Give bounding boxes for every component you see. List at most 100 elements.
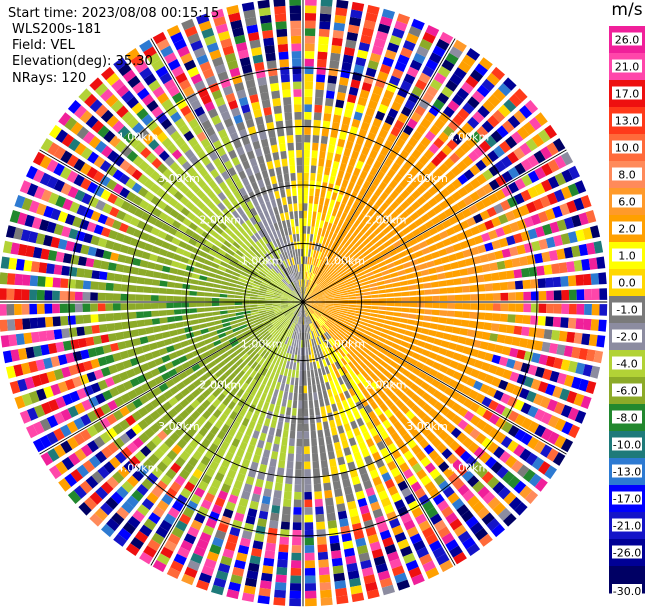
range-gate xyxy=(376,280,385,286)
range-gate xyxy=(164,156,175,167)
range-gate xyxy=(340,306,349,309)
range-gate xyxy=(326,340,332,348)
range-gate xyxy=(355,268,364,274)
range-gate xyxy=(310,369,315,378)
range-gate xyxy=(59,303,68,313)
range-gate xyxy=(93,436,106,449)
range-gate xyxy=(347,311,355,316)
range-gate xyxy=(337,236,344,245)
range-gate xyxy=(122,359,133,369)
range-gate xyxy=(384,339,393,347)
range-gate xyxy=(306,288,310,296)
range-gate xyxy=(266,273,274,280)
range-gate xyxy=(204,287,213,292)
range-gate xyxy=(334,370,341,379)
range-gate xyxy=(196,579,210,591)
range-gate xyxy=(372,476,383,487)
range-gate xyxy=(571,245,581,258)
range-gate xyxy=(473,446,486,459)
range-gate xyxy=(104,376,115,388)
range-gate xyxy=(367,275,376,281)
range-gate xyxy=(314,196,319,205)
range-gate xyxy=(397,87,409,98)
range-gate xyxy=(344,363,352,372)
range-gate xyxy=(55,251,65,263)
range-gate xyxy=(329,535,340,544)
range-gate xyxy=(325,300,334,302)
range-gate xyxy=(361,216,370,225)
range-gate xyxy=(333,275,342,282)
range-gate xyxy=(318,559,329,568)
range-gate xyxy=(582,227,593,240)
range-gate xyxy=(297,287,301,295)
range-gate xyxy=(349,245,357,254)
range-gate xyxy=(244,332,252,339)
range-gate xyxy=(140,147,152,159)
range-gate xyxy=(303,324,305,333)
range-gate xyxy=(227,306,235,310)
range-gate xyxy=(114,451,127,464)
range-gate xyxy=(306,316,309,325)
range-gate xyxy=(200,269,209,276)
range-gate xyxy=(508,166,520,179)
range-gate xyxy=(316,291,324,296)
range-gate xyxy=(429,52,442,64)
range-gate xyxy=(320,5,332,15)
range-gate xyxy=(88,135,101,149)
range-gate xyxy=(336,503,346,513)
range-gate xyxy=(411,85,424,97)
range-gate xyxy=(95,393,106,405)
range-gate xyxy=(181,302,189,308)
range-gate xyxy=(547,431,560,445)
range-gate xyxy=(175,72,188,84)
range-gate xyxy=(292,73,302,82)
range-gate xyxy=(246,150,255,160)
range-gate xyxy=(462,249,472,258)
range-gate xyxy=(436,38,450,51)
range-gate xyxy=(296,431,303,439)
range-gate xyxy=(227,391,236,400)
range-gate xyxy=(319,280,326,287)
range-gate xyxy=(439,417,450,429)
range-gate xyxy=(519,142,532,156)
range-gate xyxy=(361,315,370,320)
range-gate xyxy=(327,412,334,421)
range-gate xyxy=(341,179,349,189)
range-gate xyxy=(181,361,191,370)
range-gate xyxy=(331,288,340,293)
range-gate xyxy=(372,268,381,275)
range-gate xyxy=(315,250,320,259)
range-gate xyxy=(228,286,236,291)
range-gate xyxy=(289,590,301,599)
range-gate xyxy=(314,399,319,408)
range-gate xyxy=(220,515,231,526)
range-gate xyxy=(320,406,326,415)
range-gate xyxy=(176,98,188,110)
range-gate xyxy=(459,240,469,250)
range-gate xyxy=(310,304,318,309)
range-gate xyxy=(6,288,15,300)
range-gate xyxy=(364,267,373,274)
range-gate xyxy=(245,385,253,394)
range-gate xyxy=(370,290,379,295)
range-gate xyxy=(267,286,276,291)
range-gate xyxy=(446,287,455,294)
range-gate xyxy=(475,159,487,172)
range-gate xyxy=(538,129,551,143)
range-gate xyxy=(114,273,123,282)
range-gate xyxy=(353,316,362,321)
range-gate xyxy=(307,308,312,315)
range-gate xyxy=(132,195,143,206)
range-gate xyxy=(136,285,145,293)
range-gate xyxy=(470,303,478,310)
range-gate xyxy=(373,368,382,377)
range-gate xyxy=(305,347,309,356)
range-gate xyxy=(170,111,182,123)
range-gate xyxy=(408,92,420,104)
range-gate xyxy=(53,444,66,458)
range-gate xyxy=(363,308,371,313)
range-gate xyxy=(178,355,188,364)
range-gate xyxy=(363,19,376,30)
range-gate xyxy=(439,295,448,301)
range-gate xyxy=(387,460,397,471)
